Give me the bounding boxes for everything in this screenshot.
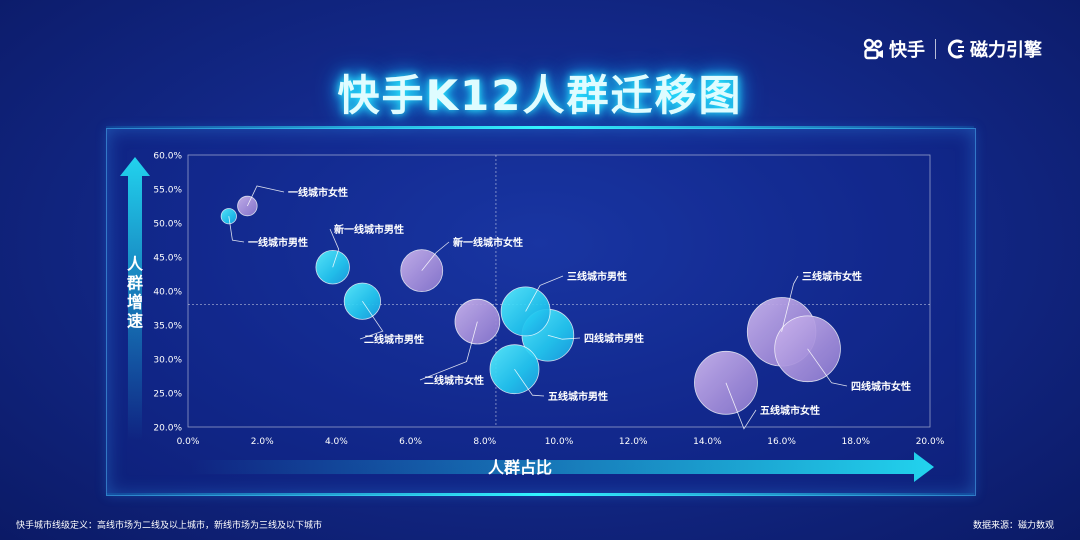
bubble-label: 四线城市男性 (584, 332, 644, 345)
x-tick-labels: 0.0% 2.0% 4.0% 6.0% 8.0% 10.0% 12.0% 14.0% 16.0%… (177, 437, 945, 447)
y-tick-label: 20.0% (153, 424, 182, 434)
label-leader-line (725, 382, 757, 430)
x-tick-label: 0.0% (177, 437, 200, 447)
label-leader-line (525, 275, 564, 312)
x-tick-label: 10.0% (545, 437, 574, 447)
bubble-label: 二线城市女性 (424, 374, 484, 387)
x-axis-arrow (190, 452, 934, 482)
x-tick-label: 4.0% (325, 437, 348, 447)
bubble-label: 五线城市男性 (548, 390, 608, 403)
x-tick-label: 6.0% (399, 437, 422, 447)
bubble-label: 四线城市女性 (851, 380, 911, 393)
x-tick-label: 12.0% (619, 437, 648, 447)
label-leader-line (547, 334, 581, 340)
y-axis-label-char: 人 (127, 255, 144, 274)
x-axis-label: 人群占比 (488, 458, 552, 477)
bubble-label: 三线城市男性 (567, 270, 627, 283)
x-tick-label: 18.0% (842, 437, 871, 447)
y-axis-label-char: 速 (127, 312, 143, 331)
kuaishou-wordmark: 快手 (889, 40, 925, 61)
label-leader-line (329, 228, 340, 268)
bubble-label: 一线城市男性 (248, 236, 308, 249)
bubble-label: 五线城市女性 (760, 404, 820, 417)
bubble-label: 新一线城市男性 (334, 223, 404, 236)
label-leader-line (807, 348, 848, 387)
label-leader-line (228, 216, 245, 243)
magnet-engine-icon (947, 39, 964, 59)
bubble-label: 一线城市女性 (288, 186, 348, 199)
y-tick-labels: 20.0% 25.0% 30.0% 35.0% 40.0% 45.0% 50.0% 55.0%… (153, 152, 182, 434)
x-tick-label: 16.0% (767, 437, 796, 447)
y-axis-label-char: 群 (127, 274, 143, 293)
y-tick-label: 55.0% (153, 186, 182, 196)
y-tick-label: 60.0% (153, 152, 182, 162)
x-axis-arrow-shape (190, 452, 934, 482)
y-tick-label: 35.0% (153, 322, 182, 332)
bubble-label: 二线城市男性 (364, 333, 424, 346)
label-leader-line (359, 300, 384, 340)
frame-glow-top (106, 126, 974, 129)
plot-border (187, 154, 931, 428)
engine-wordmark: 磁力引擎 (970, 40, 1042, 61)
y-tick-label: 40.0% (153, 288, 182, 298)
kuaishou-icon (863, 38, 883, 60)
footnote-source: 数据来源：磁力数观 (972, 521, 1054, 531)
frame-glow-bottom (106, 493, 974, 496)
bubble-label: 新一线城市女性 (453, 236, 523, 249)
page-title: 快手K12人群迁移图 (337, 71, 743, 120)
footnote-definition: 快手城市线级定义：高线市场为二线及以上城市，新线市场为三线及以下城市 (16, 521, 323, 531)
y-tick-label: 25.0% (153, 390, 182, 400)
bubble-label: 三线城市女性 (802, 270, 862, 283)
label-leader-line (514, 368, 545, 397)
y-tick-label: 45.0% (153, 254, 182, 264)
bubbles (220, 195, 841, 415)
x-tick-label: 14.0% (693, 437, 722, 447)
label-leader-line (421, 241, 450, 271)
x-tick-label: 8.0% (473, 437, 496, 447)
brand-logos: 快手 磁力引擎 (863, 36, 1042, 62)
reference-lines (188, 155, 930, 427)
kuaishou-logo: 快手 (863, 36, 925, 62)
label-leader-line (246, 185, 285, 207)
y-tick-label: 30.0% (153, 356, 182, 366)
brand-divider (935, 39, 936, 59)
x-tick-label: 2.0% (251, 437, 274, 447)
x-tick-label: 20.0% (916, 437, 945, 447)
y-axis-label: 人群增速 (127, 255, 144, 331)
y-axis-arrow (120, 157, 150, 440)
y-axis-label-char: 增 (127, 293, 143, 312)
label-leader-line (419, 321, 478, 381)
engine-logo: 磁力引擎 (946, 36, 1042, 62)
label-leader-line (781, 275, 799, 332)
bubble-female (774, 315, 841, 383)
y-tick-label: 50.0% (153, 220, 182, 230)
y-axis-arrow-shape (120, 157, 150, 440)
plot-area (187, 154, 931, 428)
